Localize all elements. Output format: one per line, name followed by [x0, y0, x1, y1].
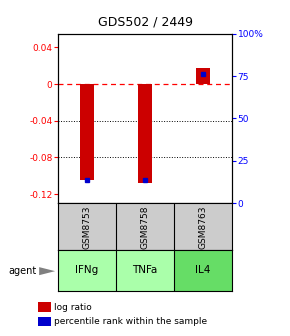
Bar — [138, 84, 152, 183]
Polygon shape — [39, 267, 55, 275]
Text: percentile rank within the sample: percentile rank within the sample — [54, 317, 207, 326]
Text: GSM8753: GSM8753 — [82, 205, 92, 249]
Text: TNFa: TNFa — [132, 265, 158, 276]
Text: IFNg: IFNg — [75, 265, 99, 276]
Bar — [58, 250, 116, 291]
Bar — [196, 68, 210, 84]
Text: agent: agent — [9, 266, 37, 276]
Text: log ratio: log ratio — [54, 303, 91, 311]
Bar — [116, 250, 174, 291]
Text: GSM8763: GSM8763 — [198, 205, 208, 249]
Text: GDS502 / 2449: GDS502 / 2449 — [97, 15, 193, 28]
Bar — [80, 84, 94, 180]
Bar — [174, 250, 232, 291]
Text: GSM8758: GSM8758 — [140, 205, 150, 249]
Text: IL4: IL4 — [195, 265, 211, 276]
